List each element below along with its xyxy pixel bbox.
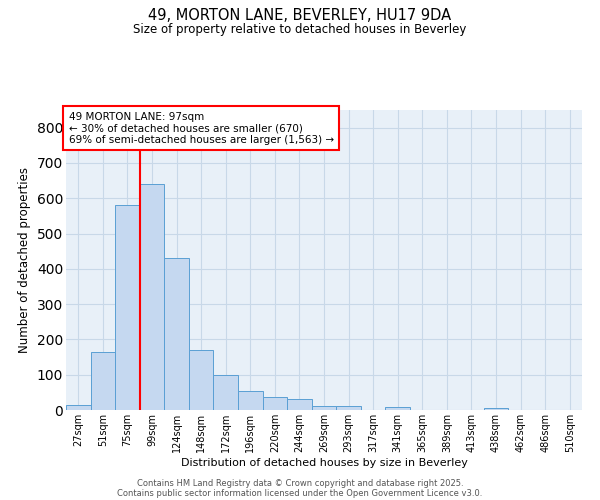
Bar: [263, 396, 287, 410]
Bar: [140, 184, 164, 410]
Text: Contains HM Land Registry data © Crown copyright and database right 2025.: Contains HM Land Registry data © Crown c…: [137, 478, 463, 488]
Bar: [91, 352, 115, 410]
X-axis label: Distribution of detached houses by size in Beverley: Distribution of detached houses by size …: [181, 458, 467, 468]
Text: 49, MORTON LANE, BEVERLEY, HU17 9DA: 49, MORTON LANE, BEVERLEY, HU17 9DA: [148, 8, 452, 22]
Bar: [66, 404, 91, 410]
Bar: [189, 350, 214, 410]
Text: Contains public sector information licensed under the Open Government Licence v3: Contains public sector information licen…: [118, 488, 482, 498]
Bar: [115, 206, 140, 410]
Bar: [164, 258, 189, 410]
Bar: [484, 408, 508, 410]
Y-axis label: Number of detached properties: Number of detached properties: [18, 167, 31, 353]
Bar: [385, 407, 410, 410]
Bar: [287, 400, 312, 410]
Text: Size of property relative to detached houses in Beverley: Size of property relative to detached ho…: [133, 22, 467, 36]
Text: 49 MORTON LANE: 97sqm
← 30% of detached houses are smaller (670)
69% of semi-det: 49 MORTON LANE: 97sqm ← 30% of detached …: [68, 112, 334, 144]
Bar: [312, 406, 336, 410]
Bar: [336, 406, 361, 410]
Bar: [238, 390, 263, 410]
Bar: [214, 374, 238, 410]
